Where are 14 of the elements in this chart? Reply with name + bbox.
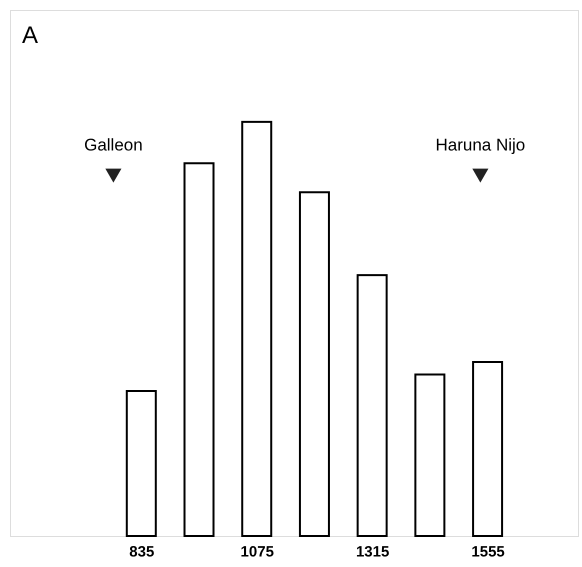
- bar: [241, 120, 272, 537]
- x-tick-label: 1555: [471, 544, 505, 560]
- bar: [356, 274, 388, 537]
- annotation: Galleon: [84, 136, 143, 155]
- x-tick-label: 1075: [240, 544, 274, 560]
- annotation: Haruna Nijo: [435, 136, 526, 155]
- bar: [184, 162, 215, 537]
- bar: [472, 361, 504, 537]
- chart-title: A: [22, 22, 38, 49]
- x-tick-label: 1315: [356, 544, 390, 560]
- bar: [414, 373, 446, 537]
- bar: [126, 390, 157, 537]
- bar: [298, 191, 330, 537]
- x-tick-label: 835: [129, 544, 154, 560]
